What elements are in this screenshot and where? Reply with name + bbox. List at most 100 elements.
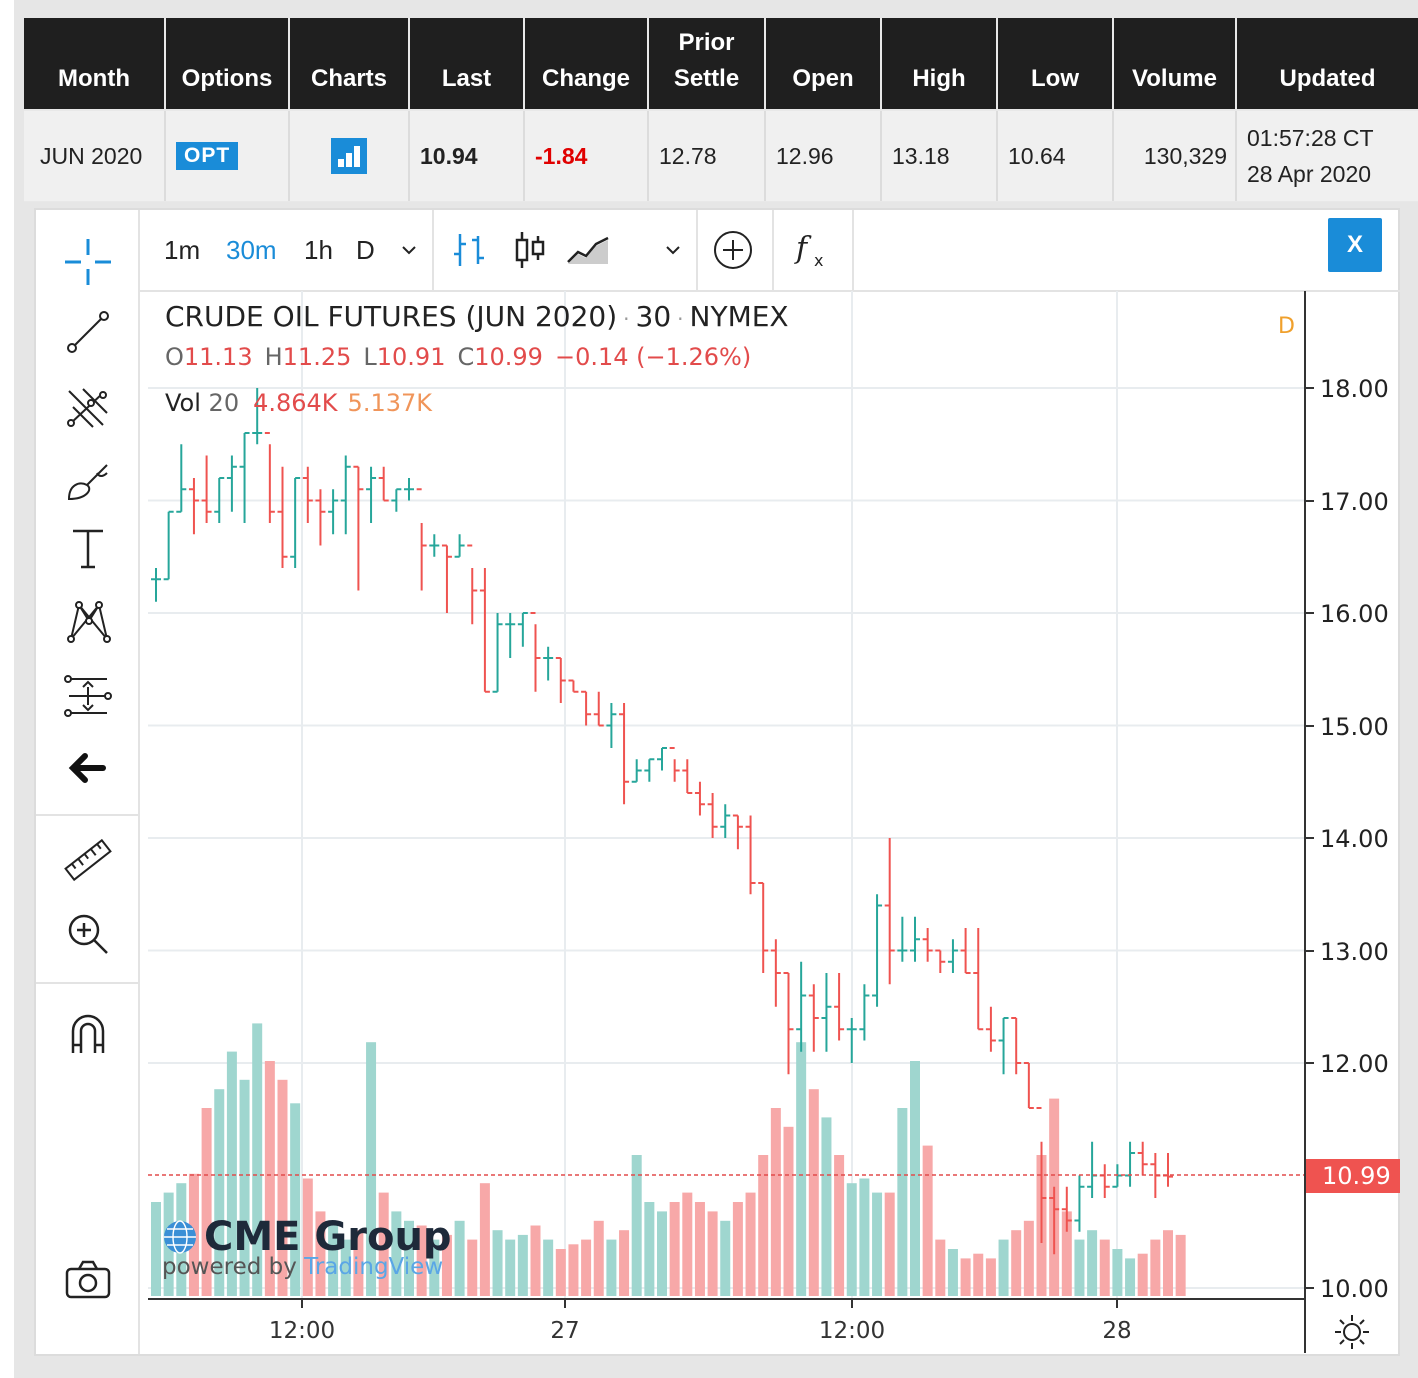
ohlc-bar <box>707 793 718 838</box>
ohlc-bar <box>758 882 769 973</box>
zoom-in-icon[interactable] <box>50 904 126 964</box>
magnet-icon[interactable] <box>50 1004 126 1064</box>
volume-bar <box>467 1239 478 1296</box>
close-chart-button[interactable]: X <box>1328 218 1382 272</box>
volume-bar <box>226 1051 237 1296</box>
interval-30m[interactable]: 30m <box>226 234 277 265</box>
volume-bar <box>505 1239 516 1296</box>
interval-1h[interactable]: 1h <box>304 234 333 265</box>
volume-bar <box>151 1202 161 1296</box>
pitchfork-icon[interactable] <box>50 378 126 438</box>
ohlc-bar <box>631 759 642 783</box>
candles-chart-type-icon[interactable] <box>510 210 550 290</box>
ohlc-bar <box>732 814 743 850</box>
pattern-icon[interactable] <box>50 590 126 650</box>
volume-bar <box>479 1183 490 1296</box>
crosshair-icon[interactable] <box>50 232 126 292</box>
ohlc-bar <box>163 510 174 581</box>
text-tool-icon[interactable] <box>50 518 126 578</box>
ohlc-bar <box>391 488 402 512</box>
volume-bar <box>985 1258 996 1296</box>
trend-line-icon[interactable] <box>50 302 126 362</box>
ohlc-bar <box>328 489 339 535</box>
ohlc-bar <box>821 973 832 1052</box>
price-axis[interactable]: 18.00 17.00 16.00 15.00 14.00 13.00 12.00 10.00… <box>1304 291 1400 1353</box>
ruler-icon[interactable] <box>50 830 126 890</box>
volume-period: 20 <box>208 389 240 417</box>
toolbar-divider <box>432 210 434 290</box>
volume-bar <box>543 1239 554 1296</box>
ohlc-bar <box>1061 1186 1072 1232</box>
ohlc-bar <box>1049 1186 1060 1255</box>
volume-bar <box>239 1079 250 1296</box>
toolbar-divider <box>696 210 698 290</box>
volume-label: Vol <box>165 389 201 417</box>
volume-bar <box>694 1202 705 1296</box>
bar-chart-icon[interactable] <box>331 138 367 174</box>
ohlc-bar <box>315 489 326 546</box>
last-price-label: 10.99 <box>1306 1159 1400 1193</box>
tradingview-text[interactable]: TradingView <box>304 1254 444 1280</box>
open-label: O <box>165 343 184 371</box>
ohlc-bar <box>796 961 807 1052</box>
volume-bar <box>290 1103 301 1296</box>
ohlc-values: O11.13 H11.25 L10.91 C10.99 −0.14 (−1.26%) <box>165 343 789 371</box>
ohlc-bar <box>593 691 604 727</box>
volume-bar <box>707 1211 718 1296</box>
volume-bar <box>1074 1239 1085 1296</box>
powered-by-text: powered by <box>162 1254 297 1280</box>
quote-row: JUN 2020 OPT 10.94 -1.84 12.78 12.96 13.… <box>24 111 1418 201</box>
volume-bar <box>492 1230 503 1296</box>
camera-icon[interactable] <box>50 1250 126 1310</box>
ohlc-bars <box>151 388 1173 1255</box>
ohlc-bar <box>416 488 427 591</box>
volume-bar <box>1163 1230 1173 1296</box>
brush-icon[interactable] <box>50 450 126 510</box>
volume-bar <box>631 1155 642 1296</box>
price-tick-label: 18.00 <box>1320 375 1389 403</box>
price-tick-label: 14.00 <box>1320 825 1389 853</box>
volume-bar <box>745 1192 756 1296</box>
volume-bar <box>846 1183 857 1296</box>
area-chart-type-icon[interactable] <box>564 210 612 290</box>
volume-bar <box>201 1108 212 1296</box>
ohlc-bar <box>214 477 225 523</box>
ohlc-bar <box>808 984 819 1052</box>
ohlc-bar <box>745 815 756 895</box>
chart-type-dropdown-chevron-icon[interactable] <box>662 210 684 290</box>
ohlc-bar <box>1125 1141 1136 1187</box>
ohlc-bar <box>897 916 908 962</box>
low-label: L <box>363 343 377 371</box>
volume-bar <box>1137 1253 1148 1296</box>
compare-add-icon[interactable] <box>712 210 754 290</box>
volume-bar <box>416 1225 427 1296</box>
volume-bar <box>315 1211 326 1296</box>
ohlc-bar <box>720 804 731 838</box>
back-arrow-icon[interactable] <box>50 738 126 798</box>
measure-lines-icon[interactable] <box>50 666 126 726</box>
volume-bar <box>644 1202 655 1296</box>
volume-legend: Vol 20 4.864K 5.137K <box>165 389 789 417</box>
ohlc-bar <box>353 465 364 591</box>
volume-bar <box>935 1239 946 1296</box>
price-chart-plot[interactable] <box>148 291 1304 1298</box>
volume-bar <box>391 1211 402 1296</box>
svg-text:10.99: 10.99 <box>1322 1162 1391 1190</box>
volume-bar <box>1011 1230 1022 1296</box>
bars-chart-type-icon[interactable] <box>450 210 490 290</box>
ohlc-bar <box>846 1018 857 1063</box>
interval-dropdown-chevron-icon[interactable] <box>398 210 420 290</box>
time-axis[interactable]: 12:00 27 12:00 28 <box>148 1298 1304 1354</box>
interval-1m[interactable]: 1m <box>164 234 201 265</box>
ohlc-bar <box>176 444 187 513</box>
volume-bar <box>441 1234 452 1296</box>
header-charts: Charts <box>290 18 410 109</box>
symbol-title-line: CRUDE OIL FUTURES (JUN 2020) · 30 · NYMEX <box>165 300 789 333</box>
ohlc-bar <box>252 388 263 445</box>
settings-gear-icon[interactable] <box>1332 1312 1372 1352</box>
header-month: Month <box>24 18 166 109</box>
ohlc-bar <box>1163 1153 1173 1187</box>
options-button[interactable]: OPT <box>176 142 239 170</box>
interval-d[interactable]: D <box>356 234 375 265</box>
